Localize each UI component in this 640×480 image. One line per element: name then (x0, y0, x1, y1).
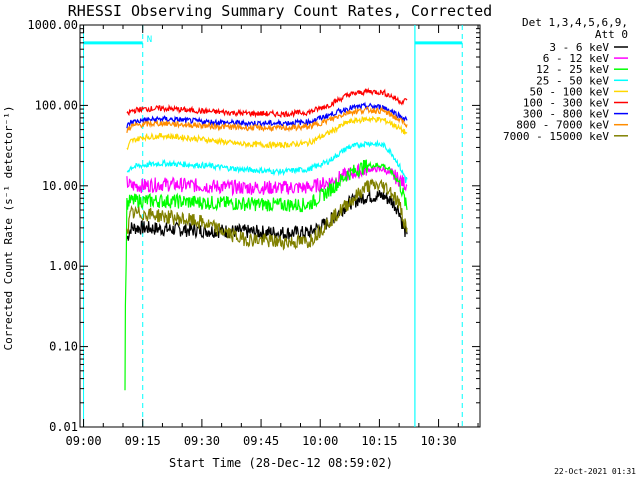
y-tick-label: 0.01 (49, 420, 78, 434)
plot-area (79, 24, 481, 428)
y-tick-label: 10.00 (42, 179, 78, 193)
series-line-1 (126, 162, 408, 197)
legend-header-line2: Att 0 (595, 28, 628, 41)
series-line-5 (126, 87, 408, 119)
legend-entry-label: 7000 - 15000 keV (503, 130, 609, 143)
legend-entry-label: 12 - 25 keV (536, 63, 609, 76)
series-line-4 (126, 115, 408, 151)
series-layer (124, 87, 408, 391)
marker-label: N (147, 35, 152, 45)
x-tick-label: 10:15 (361, 434, 397, 448)
series-line-6 (126, 101, 408, 129)
x-tick-label: 10:00 (302, 434, 338, 448)
series-line-2 (124, 159, 408, 391)
chart-title: RHESSI Observing Summary Count Rates, Co… (68, 2, 492, 20)
legend-entry-label: 100 - 300 keV (523, 97, 609, 110)
legend-entry-label: 300 - 800 keV (523, 108, 609, 121)
series-line-3 (126, 139, 408, 184)
y-tick-label: 1000.00 (27, 18, 78, 32)
plot-border (79, 24, 481, 428)
legend-header-line1: Det 1,3,4,5,6,9, (522, 16, 628, 29)
legend-entry-label: 50 - 100 keV (530, 85, 610, 98)
axis-ticks: 0.01 0.10 1.00 10.00 100.00 1000.00 09:00 09:15… (27, 18, 480, 448)
legend-entry-label: 800 - 7000 keV (516, 119, 609, 132)
x-tick-label: 09:30 (184, 434, 220, 448)
legend-entry-label: 3 - 6 keV (549, 41, 609, 54)
x-tick-label: 09:45 (243, 434, 279, 448)
y-tick-label: 1.00 (49, 259, 78, 273)
legend-entry-label: 6 - 12 keV (543, 52, 610, 65)
x-axis-label: Start Time (28-Dec-12 08:59:02) (169, 456, 393, 470)
y-axis-label: Corrected Count Rate (s⁻¹ detector⁻¹) (2, 105, 15, 350)
legend-entry-label: 25 - 50 keV (536, 74, 609, 87)
series-line-8 (126, 178, 408, 251)
y-tick-label: 0.10 (49, 340, 78, 354)
x-tick-label: 09:15 (125, 434, 161, 448)
y-tick-label: 100.00 (35, 98, 78, 112)
x-tick-label: 09:00 (65, 434, 101, 448)
series-line-7 (126, 106, 408, 134)
x-tick-label: 10:30 (421, 434, 457, 448)
footer-timestamp: 22-Oct-2021 01:31 (554, 467, 636, 476)
